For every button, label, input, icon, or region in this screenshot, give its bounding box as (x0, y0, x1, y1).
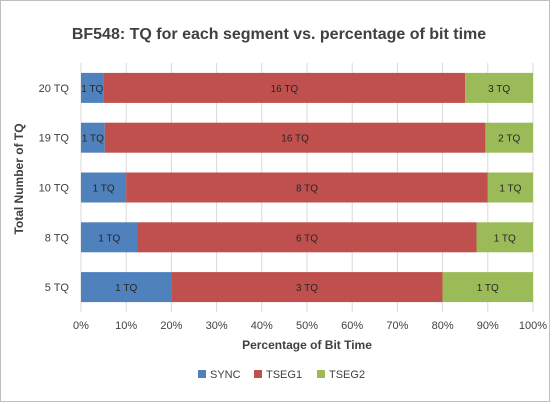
bar-segment-tseg2 (442, 272, 533, 303)
bar-segment-tseg1 (137, 222, 477, 253)
legend-swatch-tseg2 (317, 370, 325, 378)
bar-segment-tseg1 (126, 172, 488, 203)
bar-segment-tseg1 (171, 272, 443, 303)
x-tick-label: 100% (519, 320, 547, 332)
legend-label: SYNC (210, 369, 241, 381)
legend-swatch-tseg1 (254, 370, 262, 378)
y-category-label: 20 TQ (39, 83, 70, 95)
legend: SYNC TSEG1 TSEG2 (198, 369, 365, 381)
bar-segment-sync (81, 122, 105, 153)
segment-label: 1 TQ (499, 184, 521, 195)
segment-label: 16 TQ (271, 84, 299, 95)
y-axis-category-labels: 20 TQ 19 TQ 10 TQ 8 TQ 5 TQ (39, 83, 70, 294)
segment-label: 6 TQ (296, 233, 318, 244)
bar-segment-tseg1 (104, 122, 486, 153)
bar-segment-tseg2 (476, 222, 533, 253)
y-category-label: 5 TQ (45, 282, 70, 294)
legend-label: TSEG1 (266, 369, 302, 381)
y-category-label: 19 TQ (39, 133, 70, 145)
bar-segment-sync (81, 272, 172, 303)
segment-label: 16 TQ (281, 134, 309, 145)
x-axis-tick-labels: 0% 10% 20% 30% 40% 50% 60% 70% 80% 90% 100% (73, 320, 547, 332)
bar-segment-tseg2 (485, 122, 533, 153)
segment-label: 1 TQ (98, 233, 120, 244)
x-tick-label: 20% (160, 320, 182, 332)
segment-label: 8 TQ (296, 184, 318, 195)
x-tick-label: 10% (115, 320, 137, 332)
x-tick-label: 50% (296, 320, 318, 332)
chart-title: BF548: TQ for each segment vs. percentag… (72, 26, 486, 43)
bar-segments (81, 72, 533, 303)
segment-label: 1 TQ (82, 134, 104, 145)
y-category-label: 10 TQ (39, 183, 70, 195)
x-tick-label: 30% (206, 320, 228, 332)
bar-segment-sync (81, 72, 104, 103)
segment-label: 1 TQ (81, 84, 103, 95)
x-tick-label: 70% (386, 320, 408, 332)
segment-label: 2 TQ (498, 134, 520, 145)
y-axis-label: Total Number of TQ (12, 123, 26, 234)
legend-swatch-sync (198, 370, 206, 378)
segment-label: 1 TQ (494, 233, 516, 244)
bar-segment-tseg2 (465, 72, 533, 103)
bar-segment-sync (81, 222, 138, 253)
bar-segment-sync (81, 172, 127, 203)
x-tick-label: 40% (251, 320, 273, 332)
x-tick-label: 0% (73, 320, 89, 332)
segment-label: 3 TQ (296, 283, 318, 294)
segment-label: 1 TQ (93, 184, 115, 195)
y-category-label: 8 TQ (45, 232, 70, 244)
segment-labels: 1 TQ 16 TQ 3 TQ 1 TQ 16 TQ 2 TQ 1 TQ 8 TQ 1 TQ 1 … (81, 84, 521, 294)
x-tick-label: 60% (341, 320, 363, 332)
segment-label: 3 TQ (488, 84, 510, 95)
x-tick-label: 90% (477, 320, 499, 332)
bar-segment-tseg2 (487, 172, 533, 203)
x-tick-label: 80% (432, 320, 454, 332)
bar-segment-tseg1 (103, 72, 466, 103)
legend-label: TSEG2 (329, 369, 365, 381)
x-axis-label: Percentage of Bit Time (242, 338, 372, 352)
segment-label: 1 TQ (477, 283, 499, 294)
segment-label: 1 TQ (115, 283, 137, 294)
